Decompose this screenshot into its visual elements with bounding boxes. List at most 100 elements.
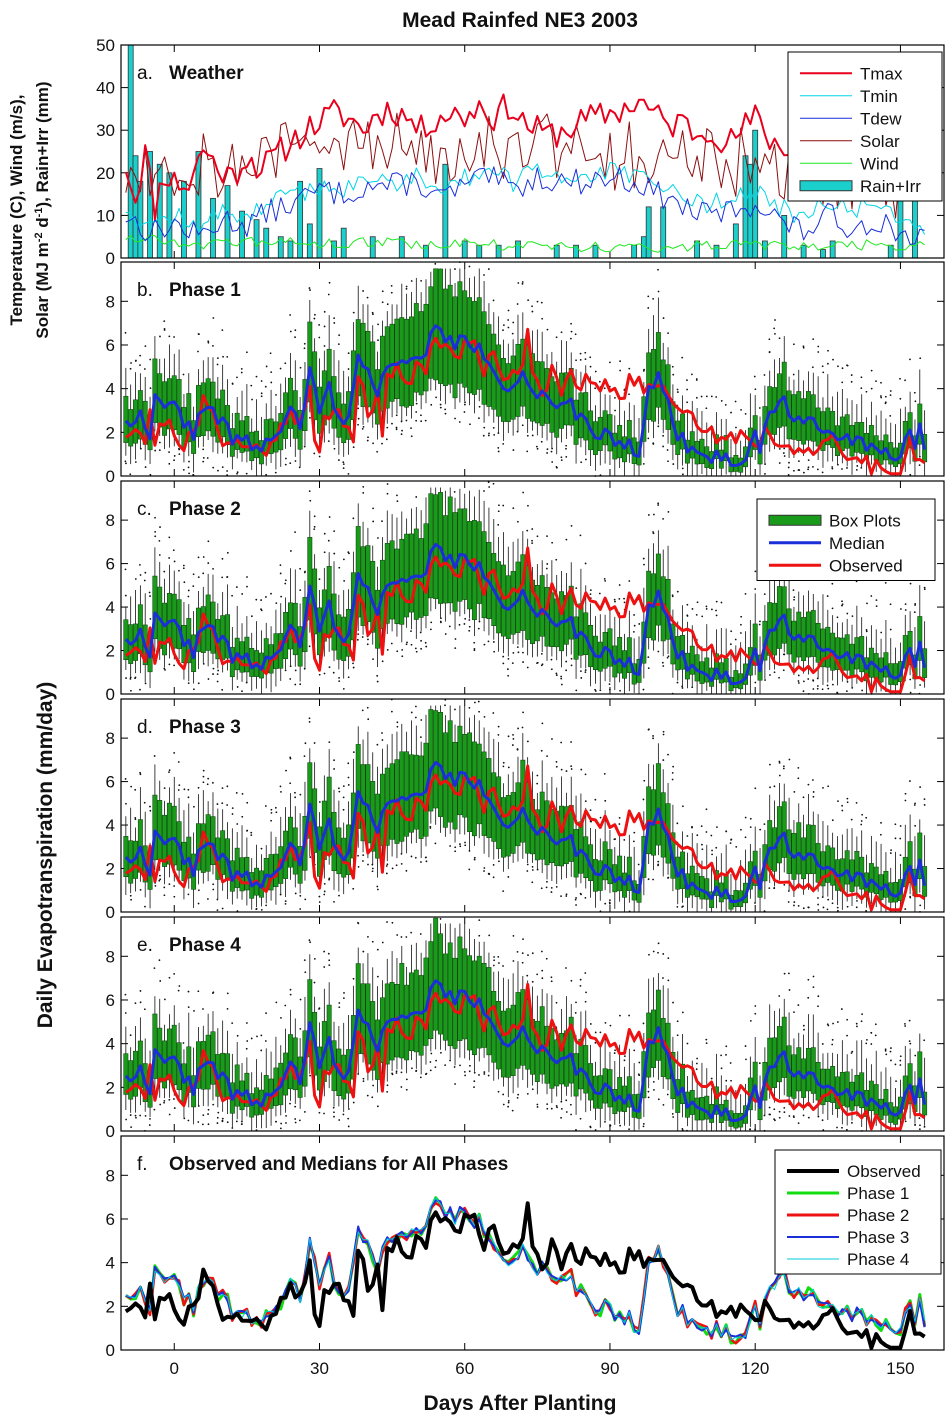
rain-bar [423, 244, 429, 259]
panel-e-y-tick-label: 2 [106, 1078, 115, 1097]
outlier-dot [323, 551, 326, 554]
outlier-dot [812, 679, 814, 682]
outlier-dot [193, 688, 195, 691]
outlier-dot [667, 460, 669, 463]
outlier-dot [788, 461, 790, 464]
outlier-dot [507, 1099, 510, 1102]
outlier-dot [845, 1128, 848, 1131]
outlier-dot [797, 905, 800, 907]
box [501, 564, 506, 637]
outlier-dot [396, 500, 399, 503]
box [418, 311, 424, 396]
outlier-dot [536, 447, 539, 450]
outlier-dot [284, 579, 287, 582]
outlier-dot [676, 391, 679, 393]
outlier-dot [216, 803, 219, 805]
outlier-dot [672, 765, 675, 768]
outlier-dot [361, 636, 364, 638]
outlier-dot [536, 868, 539, 871]
outlier-dot [899, 825, 902, 827]
box [171, 805, 177, 866]
outlier-dot [274, 806, 277, 809]
outlier-dot [618, 584, 621, 586]
outlier-dot [440, 617, 442, 620]
outlier-dot [724, 403, 727, 406]
rain-bar [461, 240, 468, 259]
outlier-dot [550, 886, 553, 889]
box [830, 1066, 836, 1103]
outlier-dot [187, 595, 190, 598]
outlier-dot [570, 979, 573, 982]
outlier-dot [642, 1125, 645, 1128]
box [617, 637, 623, 674]
outlier-dot [371, 1096, 374, 1099]
outlier-dot [807, 783, 810, 786]
outlier-dot [705, 831, 708, 833]
outlier-dot [511, 662, 514, 665]
outlier-dot [874, 1023, 877, 1026]
outlier-dot [856, 1025, 858, 1028]
outlier-dot [628, 367, 631, 370]
outlier-dot [197, 1121, 200, 1123]
outlier-dot [744, 1045, 747, 1047]
outlier-dot [754, 388, 757, 391]
box [689, 865, 695, 896]
outlier-dot [395, 414, 398, 417]
box [162, 602, 168, 656]
outlier-dot [390, 710, 393, 713]
outlier-dot [662, 1103, 665, 1106]
outlier-dot [705, 1042, 708, 1045]
outlier-dot [187, 893, 190, 896]
box [699, 876, 705, 900]
outlier-dot [769, 763, 771, 766]
all-phases-legend-entry: Phase 1 [847, 1184, 909, 1203]
outlier-dot [366, 643, 369, 646]
outlier-dot [125, 677, 127, 679]
outlier-dot [560, 677, 563, 680]
outlier-dot [579, 352, 582, 355]
outlier-dot [681, 1011, 684, 1014]
outlier-dot [637, 1073, 640, 1076]
outlier-dot [827, 687, 830, 690]
outlier-dot [758, 623, 761, 626]
outlier-dot [701, 843, 703, 846]
outlier-dot [222, 355, 224, 358]
outlier-dot [299, 366, 302, 369]
outlier-dot [381, 520, 383, 523]
outlier-dot [832, 683, 834, 686]
box [810, 824, 816, 874]
outlier-dot [681, 1128, 684, 1130]
outlier-dot [778, 1116, 781, 1119]
outlier-dot [580, 768, 583, 771]
outlier-dot [124, 1012, 127, 1014]
outlier-dot [333, 317, 336, 320]
outlier-dot [289, 1102, 291, 1105]
outlier-dot [531, 881, 534, 884]
outlier-dot [837, 365, 839, 368]
outlier-dot [648, 953, 650, 956]
outlier-dot [309, 289, 311, 291]
outlier-dot [454, 647, 457, 650]
outlier-dot [555, 558, 558, 561]
outlier-dot [855, 468, 858, 471]
outlier-dot [410, 711, 413, 714]
outlier-dot [570, 768, 573, 770]
outlier-dot [439, 620, 442, 623]
outlier-dot [129, 367, 132, 370]
outlier-dot [841, 804, 844, 807]
outlier-dot [144, 905, 146, 908]
box [723, 435, 729, 462]
outlier-dot [619, 360, 621, 363]
outlier-dot [802, 907, 805, 910]
outlier-dot [299, 908, 302, 910]
box [626, 1076, 632, 1108]
outlier-dot [497, 725, 500, 728]
outlier-dot [710, 395, 713, 398]
outlier-dot [285, 1122, 287, 1124]
outlier-dot [909, 582, 912, 585]
outlier-dot [173, 1107, 176, 1109]
outlier-dot [493, 956, 496, 958]
outlier-dot [875, 380, 877, 382]
outlier-dot [812, 338, 815, 341]
rain-bar [631, 244, 638, 259]
